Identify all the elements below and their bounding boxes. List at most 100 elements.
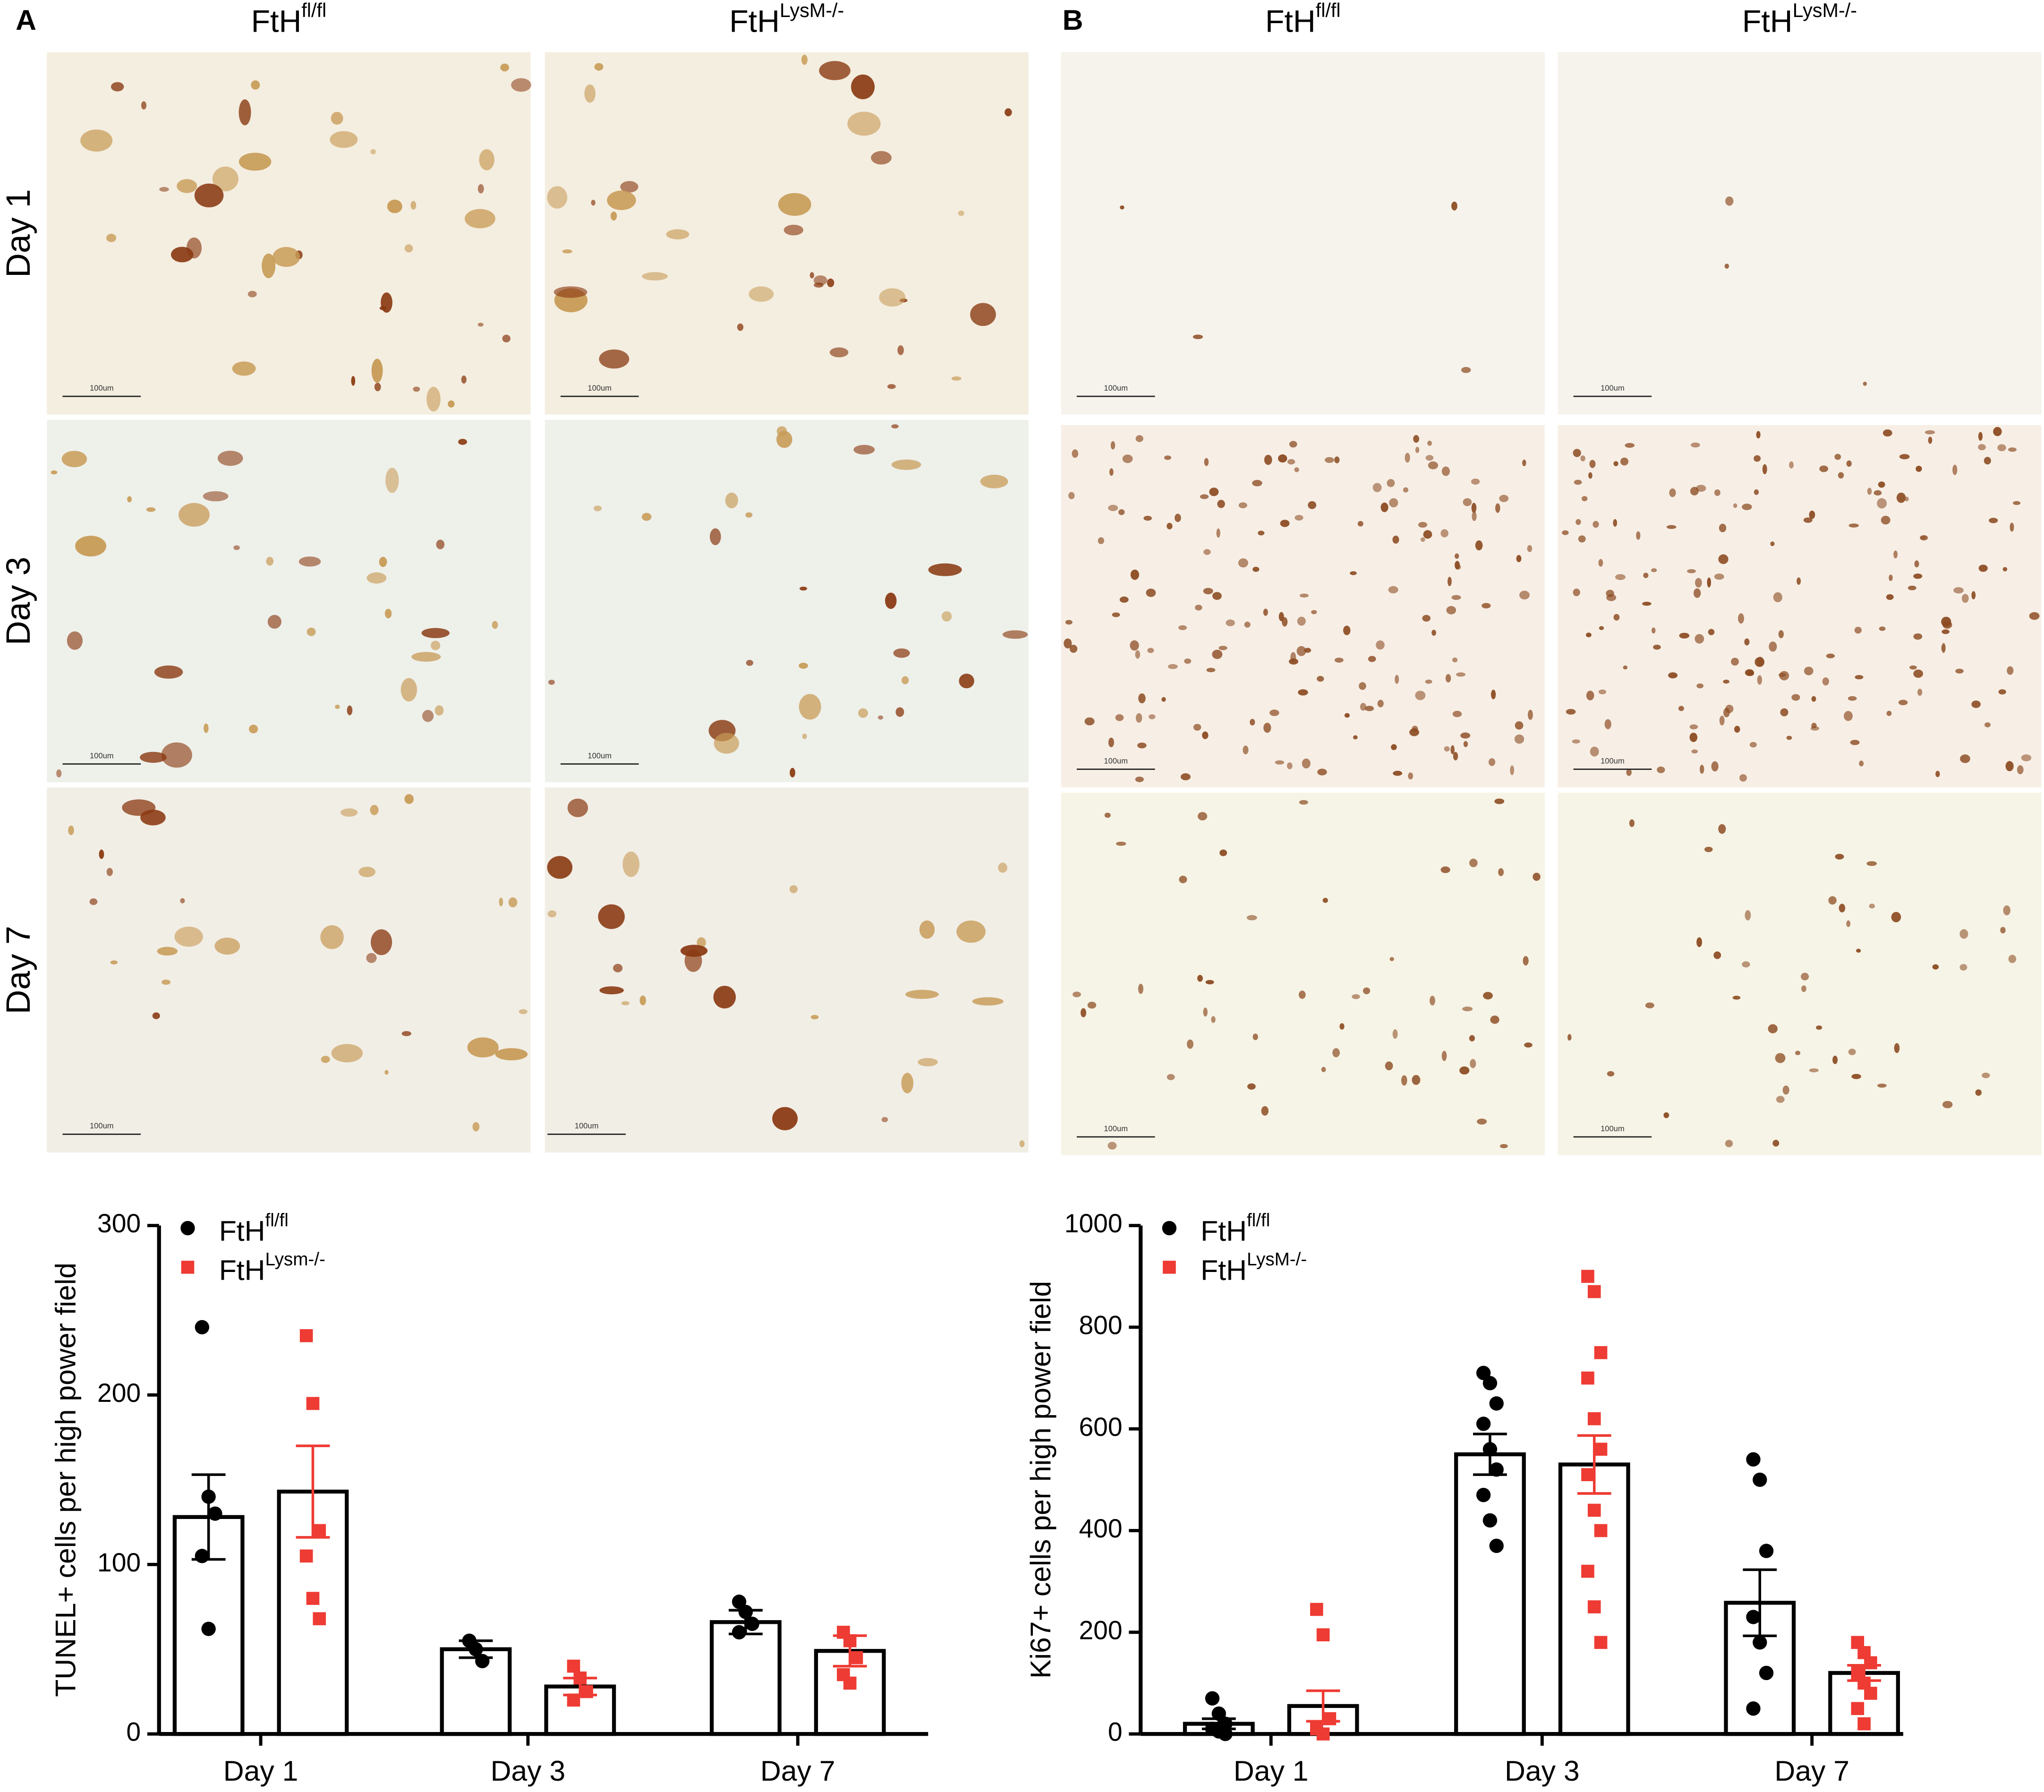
stain	[1754, 657, 1765, 667]
row-label: Day 3	[0, 557, 37, 645]
y-tick-label: 1000	[1065, 1209, 1123, 1238]
stain	[972, 997, 1004, 1006]
stain	[511, 78, 531, 92]
scale-bar-label: 100um	[1601, 1124, 1625, 1133]
stain	[554, 286, 588, 298]
stain	[1441, 1050, 1447, 1061]
stain	[2010, 522, 2014, 532]
column-header: FtHfl/fl	[251, 0, 327, 39]
stain	[1175, 513, 1181, 522]
stain	[1005, 108, 1012, 117]
stain	[778, 193, 811, 216]
legend-name: FtH	[219, 1215, 265, 1247]
stain	[1427, 441, 1432, 446]
stain	[851, 74, 875, 100]
column-header-sup: LysM-/-	[1793, 0, 1857, 21]
stain	[1604, 719, 1611, 729]
stain	[371, 929, 392, 956]
legend-label: FtHfl/fl	[219, 1211, 289, 1247]
stain	[500, 63, 510, 72]
stain	[1718, 824, 1726, 834]
legend-name-sup: fl/fl	[265, 1211, 289, 1231]
stain	[1811, 696, 1816, 702]
stain	[1928, 436, 1933, 444]
stain	[232, 361, 256, 376]
stain	[1590, 746, 1599, 757]
stain	[1451, 201, 1457, 211]
bar	[709, 1620, 782, 1736]
stain	[1643, 572, 1649, 578]
data-point	[201, 1489, 216, 1504]
stain	[1192, 334, 1203, 340]
stain	[140, 751, 167, 763]
column-header: FtHLysM-/-	[1742, 0, 1857, 39]
data-point	[201, 1621, 216, 1636]
stain	[1311, 610, 1317, 614]
row-label: Day 1	[0, 189, 37, 277]
data-point	[1587, 1412, 1601, 1425]
stain	[1460, 732, 1471, 739]
stain	[1109, 468, 1114, 476]
data-point	[1594, 1346, 1608, 1359]
stain	[1287, 459, 1295, 465]
stain	[1422, 614, 1431, 622]
stain	[161, 742, 192, 768]
stain	[1747, 670, 1754, 676]
stain	[203, 491, 229, 502]
stain	[1769, 641, 1777, 652]
stain	[80, 129, 113, 152]
stain	[1415, 691, 1426, 700]
data-point	[1476, 1365, 1491, 1381]
stain	[248, 725, 258, 734]
stain	[1723, 708, 1730, 717]
y-axis-label: TUNEL+ cells per high power field	[50, 1263, 82, 1697]
stain	[1874, 490, 1882, 496]
stain	[621, 1001, 630, 1006]
stain	[1523, 956, 1529, 966]
stain	[2017, 765, 2024, 775]
stain	[1585, 632, 1592, 638]
stain	[1620, 457, 1629, 466]
stain	[410, 201, 417, 210]
stain	[1122, 454, 1133, 463]
stain	[1959, 964, 1967, 971]
stain	[1770, 541, 1775, 546]
stain	[1413, 435, 1420, 443]
stain	[1713, 951, 1721, 959]
stain	[713, 986, 736, 1009]
stain	[1363, 987, 1371, 994]
stain	[1461, 367, 1471, 373]
stain	[298, 556, 321, 567]
data-point	[850, 1651, 863, 1664]
panel-label: A	[16, 4, 36, 36]
stain	[881, 1117, 888, 1122]
x-tick-label: Day 3	[1505, 1755, 1580, 1787]
stain	[1278, 612, 1284, 622]
stain	[1469, 858, 1478, 868]
stain	[1645, 1002, 1654, 1008]
stain	[51, 470, 58, 475]
stain	[1913, 633, 1923, 640]
stain	[1819, 465, 1829, 472]
stain	[1626, 768, 1632, 776]
stain	[1299, 593, 1309, 598]
stain	[1304, 648, 1312, 653]
stain	[1146, 589, 1156, 597]
stain	[746, 660, 753, 666]
stain	[1581, 496, 1588, 502]
stain	[607, 190, 636, 210]
stain	[1477, 1118, 1487, 1125]
stain	[1238, 502, 1247, 509]
stain	[1200, 494, 1209, 499]
stain	[1118, 509, 1125, 515]
stain	[749, 286, 774, 302]
stain	[1244, 621, 1251, 628]
scale-bar-label: 100um	[90, 384, 114, 393]
stain	[1453, 752, 1458, 760]
stain	[1598, 689, 1607, 694]
stain	[152, 1012, 160, 1019]
stain	[1212, 592, 1222, 600]
scale-bar-label: 100um	[1104, 1124, 1128, 1133]
stain	[1984, 722, 1991, 727]
row-label: Day 7	[0, 926, 37, 1014]
